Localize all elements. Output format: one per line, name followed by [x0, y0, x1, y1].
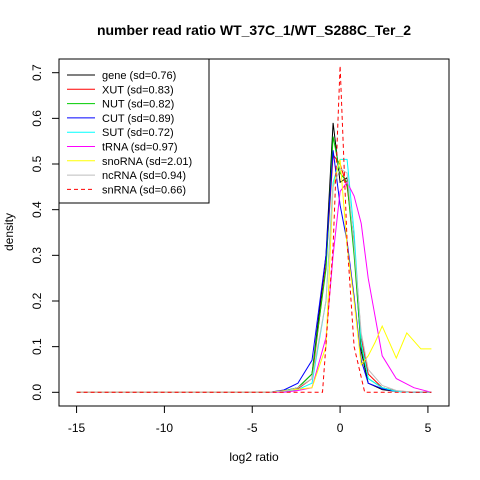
y-tick-label: 0.4 [30, 201, 44, 218]
series-line [76, 167, 432, 393]
y-tick-label: 0.7 [30, 64, 44, 81]
y-tick-label: 0.0 [30, 384, 44, 401]
legend-label: gene (sd=0.76) [102, 70, 176, 82]
legend: gene (sd=0.76) XUT (sd=0.83) NUT (sd=0.82)… [58, 58, 210, 204]
x-axis: -15 -10 -5 0 5 [68, 405, 432, 435]
x-tick-label: -5 [247, 421, 258, 435]
series-layer [76, 65, 432, 393]
y-tick-label: 0.1 [30, 338, 44, 355]
legend-box [58, 58, 210, 204]
legend-label: XUT (sd=0.83) [102, 84, 174, 96]
x-tick-label: 5 [425, 421, 432, 435]
series-line [76, 181, 432, 393]
legend-label: NUT (sd=0.82) [102, 99, 174, 111]
x-tick-label: -10 [156, 421, 174, 435]
legend-label: tRNA (sd=0.97) [102, 142, 178, 154]
y-tick-label: 0.2 [30, 292, 44, 309]
legend-label: CUT (sd=0.89) [102, 113, 174, 125]
y-axis-label: density [2, 213, 16, 251]
legend-label: snRNA (sd=0.66) [102, 184, 186, 196]
x-axis-label: log2 ratio [229, 450, 279, 464]
series-line [76, 65, 432, 393]
legend-label: ncRNA (sd=0.94) [102, 170, 186, 182]
legend-label: snoRNA (sd=2.01) [102, 156, 192, 168]
y-tick-label: 0.3 [30, 247, 44, 264]
y-tick-label: 0.6 [30, 110, 44, 127]
x-tick-label: 0 [337, 421, 344, 435]
x-tick-label: -15 [68, 421, 86, 435]
y-axis: 0.0 0.1 0.2 0.3 0.4 0.5 0.6 0.7 [30, 64, 60, 401]
legend-label: SUT (sd=0.72) [102, 127, 174, 139]
chart-title: number read ratio WT_37C_1/WT_S288C_Ter_… [97, 22, 411, 38]
series-line [76, 159, 432, 393]
y-tick-label: 0.5 [30, 155, 44, 172]
